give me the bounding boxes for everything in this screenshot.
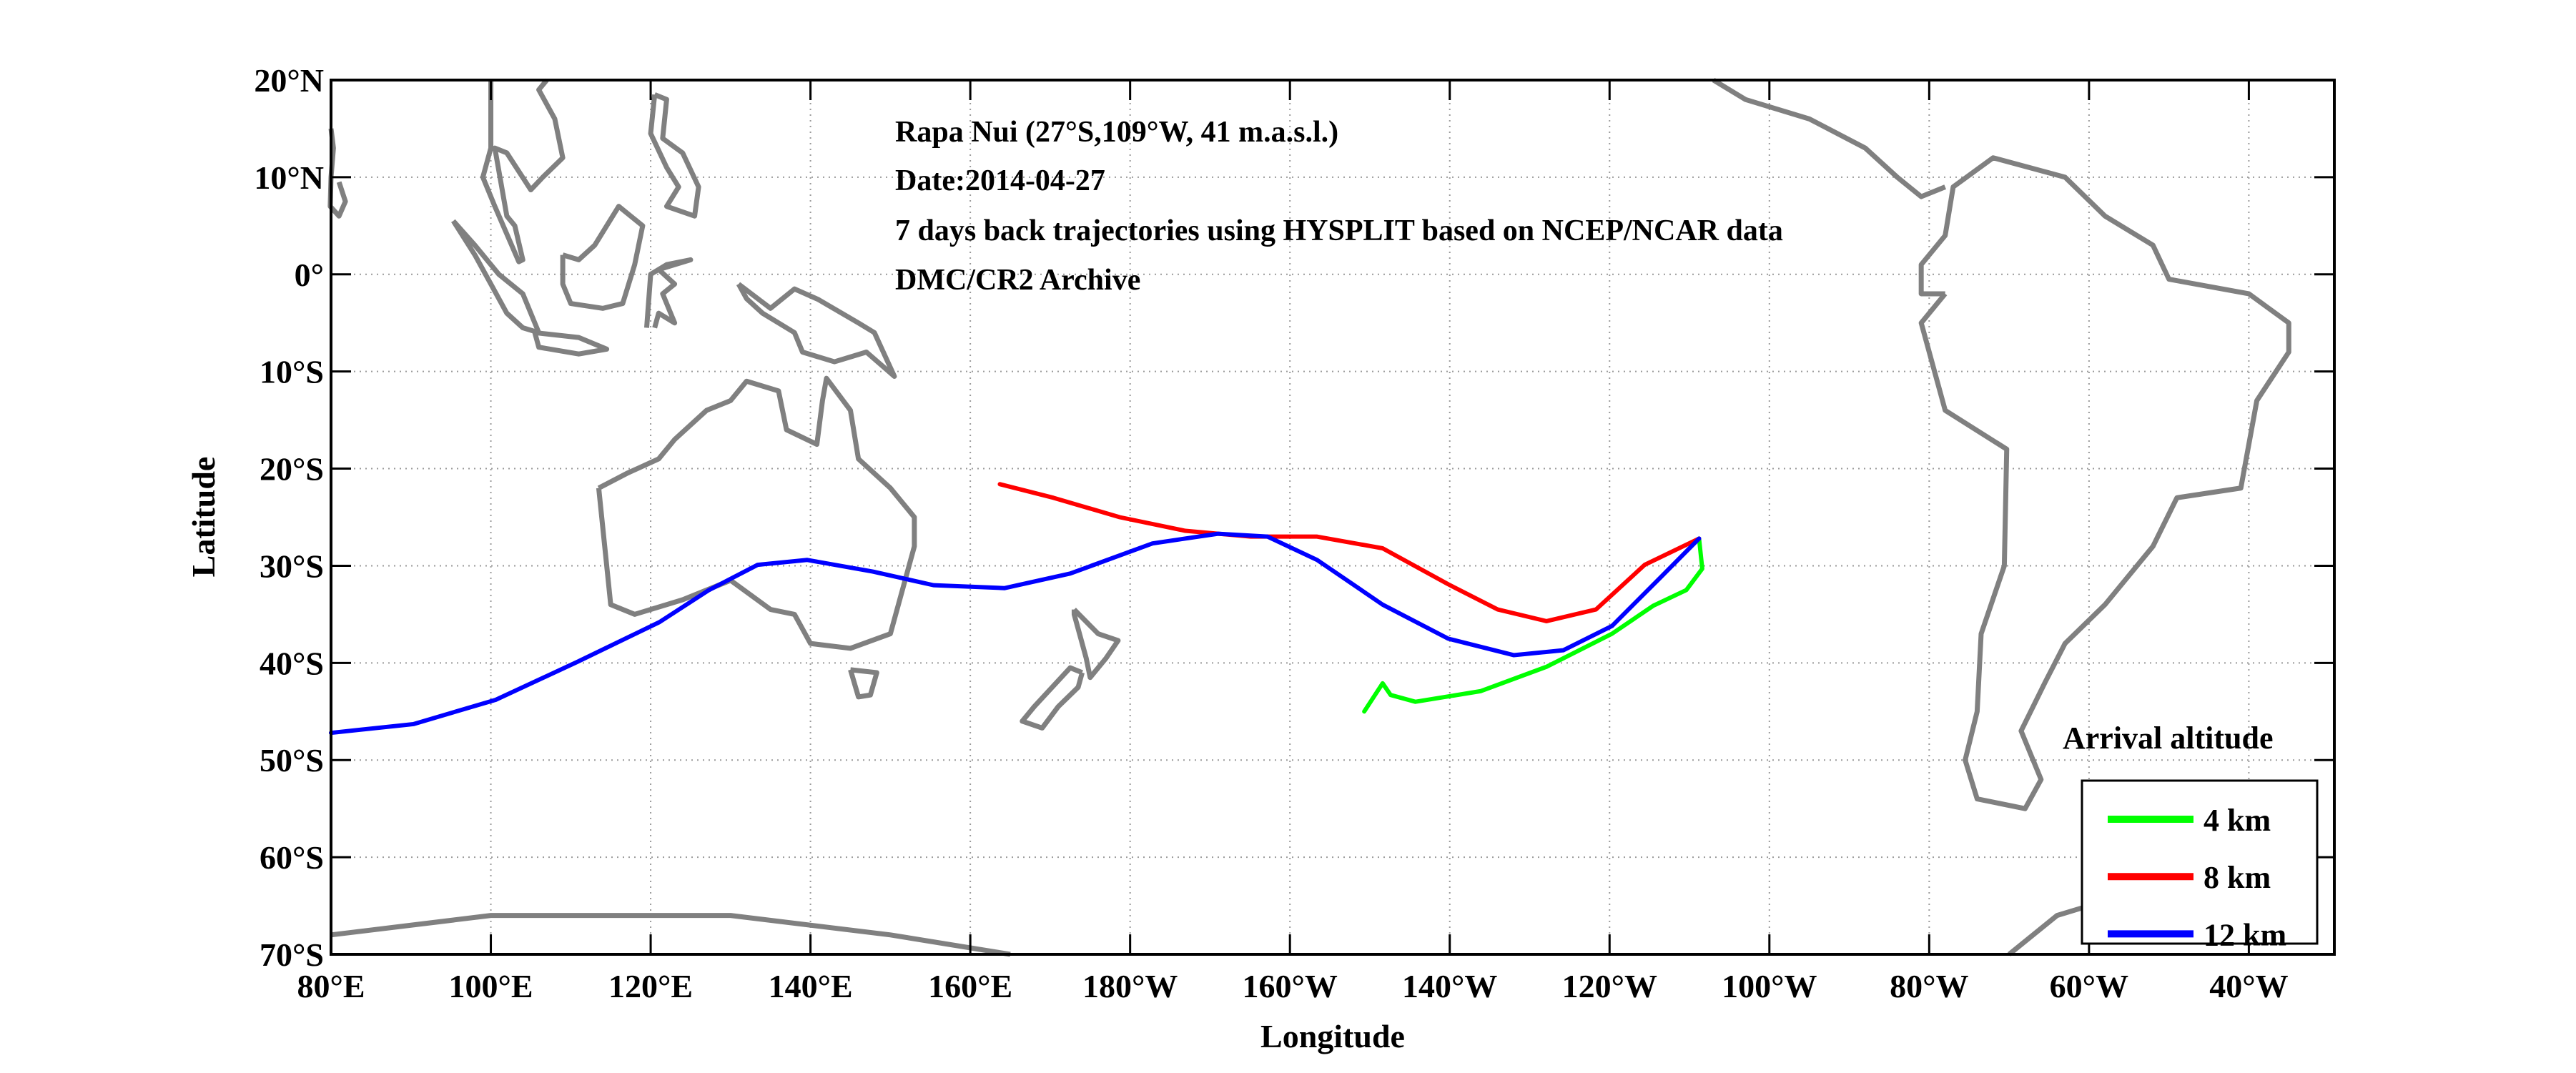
coastline (643, 257, 694, 329)
coastlines (327, 78, 2291, 957)
trajectories (329, 482, 1704, 736)
plot-frame (330, 79, 2336, 956)
x-tick-label: 120°W (1562, 968, 1657, 1004)
y-tick-label: 10°S (260, 354, 324, 390)
annotation-method: 7 days back trajectories using HYSPLIT b… (895, 214, 1783, 247)
x-tick-label: 100°W (1722, 968, 1817, 1004)
y-tick-label: 70°S (260, 936, 324, 973)
annotation-date: Date:2014-04-27 (895, 164, 1105, 197)
coastline (596, 375, 917, 651)
y-axis-label: Latitude (185, 457, 222, 578)
trajectory-4-km (1362, 536, 1704, 714)
legend-box (2081, 779, 2319, 945)
legend-label: 8 km (2204, 860, 2271, 895)
grid-lines (330, 79, 2334, 955)
y-tick-label: 20°S (260, 451, 324, 488)
y-tick-label: 40°S (260, 645, 324, 681)
annotation-station: Rapa Nui (27°S,109°W, 41 m.a.s.l.) (895, 116, 1338, 149)
coastline (648, 92, 701, 219)
legend-label: 4 km (2204, 803, 2271, 838)
x-tick-label: 60°W (2050, 968, 2128, 1004)
x-tick-label: 80°E (297, 968, 365, 1004)
coastline (1020, 665, 1085, 731)
x-tick-label: 120°E (608, 968, 693, 1004)
coastline (736, 282, 897, 379)
coastline (848, 667, 879, 700)
y-tick-label: 10°N (254, 159, 324, 196)
axis-ticks: 80°E 100°E 120°E 140°E 160°E 180°W 160°W 140°W 1… (254, 62, 2334, 1004)
coastline (1071, 608, 1121, 681)
x-tick-label: 180°W (1082, 968, 1178, 1004)
x-tick-label: 160°E (928, 968, 1012, 1004)
coastline (1918, 155, 2291, 811)
coastline (480, 78, 566, 264)
y-tick-label: 20°N (254, 62, 324, 99)
annotation-archive: DMC/CR2 Archive (895, 264, 1140, 297)
coastline (532, 330, 610, 357)
x-tick-label: 160°W (1243, 968, 1338, 1004)
x-tick-label: 80°W (1890, 968, 1968, 1004)
annotation-block: Rapa Nui (27°S,109°W, 41 m.a.s.l.) Date:… (895, 116, 1783, 297)
x-tick-label: 140°E (769, 968, 853, 1004)
y-tick-label: 60°S (260, 839, 324, 876)
x-tick-label: 140°W (1402, 968, 1497, 1004)
legend-title: Arrival altitude (2063, 721, 2274, 756)
trajectory-12-km (329, 531, 1702, 736)
trajectory-8-km (997, 482, 1702, 623)
legend-label: 12 km (2204, 917, 2286, 952)
y-tick-label: 30°S (260, 548, 324, 584)
y-tick-label: 0° (295, 257, 324, 293)
legend: 4 km 8 km 12 km (2081, 779, 2319, 952)
x-tick-label: 100°E (448, 968, 533, 1004)
coastline (451, 219, 542, 335)
y-tick-label: 50°S (260, 742, 324, 778)
coastline (1712, 78, 1947, 199)
coastline (560, 204, 646, 311)
coastline (327, 128, 348, 219)
coastline (330, 913, 1011, 957)
x-axis-label: Longitude (1260, 1018, 1405, 1054)
x-tick-label: 40°W (2209, 968, 2288, 1004)
